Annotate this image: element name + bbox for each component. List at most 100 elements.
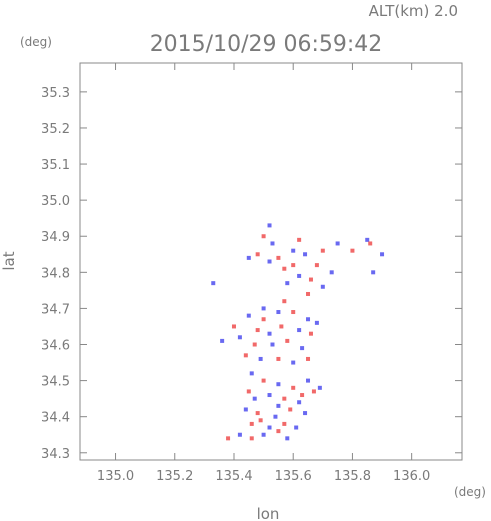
chart-title: 2015/10/29 06:59:42 (150, 32, 383, 57)
echo-point (267, 331, 272, 336)
y-tick-label: 34.5 (41, 375, 70, 390)
echo-point (252, 342, 257, 347)
x-tick-label: 135.6 (275, 469, 312, 484)
echo-point (314, 320, 319, 325)
echo-point (380, 252, 385, 257)
echo-point (270, 241, 275, 246)
echo-point (320, 248, 325, 253)
echo-point (335, 241, 340, 246)
echo-point (249, 371, 254, 376)
y-tick-label: 34.6 (41, 339, 70, 354)
echo-point (291, 310, 296, 315)
echo-point (297, 273, 302, 278)
echo-point (243, 353, 248, 358)
echo-point (320, 284, 325, 289)
echo-point (276, 356, 281, 361)
echo-point (276, 429, 281, 434)
echo-point (308, 277, 313, 282)
echo-point (300, 393, 305, 398)
echo-point (306, 356, 311, 361)
altitude-label: ALT(km) 2.0 (369, 2, 458, 20)
echo-point (261, 234, 266, 239)
x-axis-label: lon (257, 505, 280, 521)
echo-point (267, 223, 272, 228)
echo-point (303, 252, 308, 257)
echo-point (297, 400, 302, 405)
echo-point (311, 389, 316, 394)
echo-point (314, 263, 319, 268)
echo-point (288, 407, 293, 412)
x-axis: 135.0 135.2 135.4 135.6 135.8 136.0 (97, 63, 430, 484)
echo-point (261, 378, 266, 383)
echo-point (220, 338, 225, 343)
echo-point (237, 432, 242, 437)
echo-point (303, 411, 308, 416)
echo-point (258, 418, 263, 423)
y-tick-label: 34.7 (41, 302, 70, 317)
echo-point (246, 389, 251, 394)
x-tick-label: 136.0 (393, 469, 430, 484)
echo-point (237, 335, 242, 340)
echo-point (317, 385, 322, 390)
echo-point (273, 414, 278, 419)
echo-point (285, 436, 290, 441)
y-tick-label: 34.8 (41, 266, 70, 281)
echo-point (279, 324, 284, 329)
echo-point (255, 411, 260, 416)
echo-point (261, 432, 266, 437)
echo-point (267, 259, 272, 264)
echo-point (255, 328, 260, 333)
echo-point (211, 281, 216, 286)
echo-point (270, 342, 275, 347)
echo-point (308, 331, 313, 336)
echo-point (252, 396, 257, 401)
echo-point (282, 421, 287, 426)
y-tick-label: 35.0 (41, 194, 70, 209)
x-tick-label: 135.4 (215, 469, 252, 484)
echo-point (255, 252, 260, 257)
echo-point (285, 338, 290, 343)
y-axis-label: lat (0, 251, 18, 270)
x-tick-label: 135.2 (156, 469, 193, 484)
echo-point (261, 306, 266, 311)
echo-point (306, 317, 311, 322)
echo-point (306, 291, 311, 296)
plot-frame (79, 62, 463, 461)
y-unit-label: (deg) (20, 35, 52, 49)
echo-point (246, 255, 251, 260)
echo-point (285, 281, 290, 286)
echo-point (261, 317, 266, 322)
echo-point (276, 255, 281, 260)
echo-point (267, 425, 272, 430)
echo-point (294, 425, 299, 430)
echo-point (291, 360, 296, 365)
echo-point (291, 248, 296, 253)
echo-point (350, 248, 355, 253)
echo-point (226, 436, 231, 441)
echo-point (249, 421, 254, 426)
echo-point (291, 263, 296, 268)
echo-point (306, 378, 311, 383)
echo-point (267, 393, 272, 398)
y-tick-label: 34.3 (41, 447, 70, 462)
echo-point (297, 237, 302, 242)
echo-point (276, 382, 281, 387)
echo-points (211, 223, 385, 441)
echo-point (258, 356, 263, 361)
echo-point (282, 299, 287, 304)
echo-point (371, 270, 376, 275)
y-tick-label: 34.9 (41, 230, 70, 245)
echo-point (297, 328, 302, 333)
echo-point (300, 346, 305, 351)
y-tick-label: 34.4 (41, 411, 70, 426)
x-tick-label: 135.8 (334, 469, 371, 484)
echo-point (246, 313, 251, 318)
echo-point (365, 237, 370, 242)
echo-point (291, 385, 296, 390)
echo-point (368, 241, 373, 246)
y-tick-label: 35.2 (41, 122, 70, 137)
echo-point (243, 407, 248, 412)
echo-point (249, 436, 254, 441)
echo-point (282, 396, 287, 401)
